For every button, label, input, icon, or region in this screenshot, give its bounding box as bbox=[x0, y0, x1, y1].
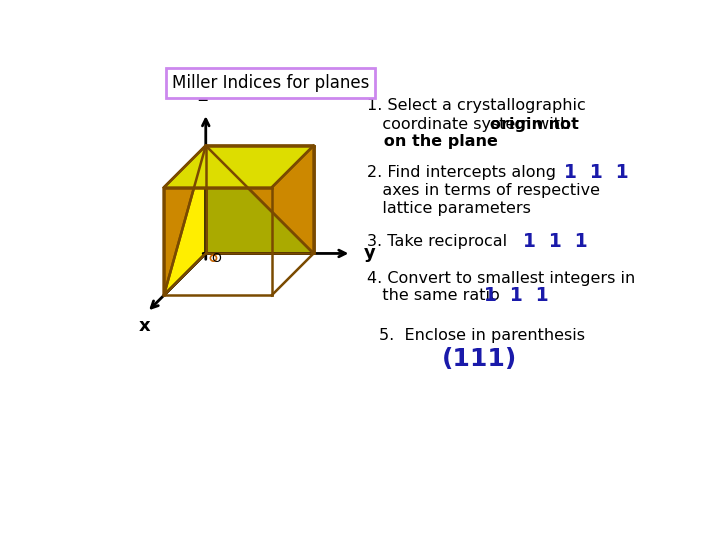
Text: origin not: origin not bbox=[490, 117, 579, 132]
Text: 4. Convert to smallest integers in: 4. Convert to smallest integers in bbox=[367, 271, 636, 286]
Text: (111): (111) bbox=[442, 347, 518, 371]
Text: 5.  Enclose in parenthesis: 5. Enclose in parenthesis bbox=[379, 328, 585, 343]
Text: Miller Indices for planes: Miller Indices for planes bbox=[172, 75, 369, 92]
Text: x: x bbox=[139, 318, 150, 335]
Polygon shape bbox=[164, 146, 206, 295]
Text: 1  1  1: 1 1 1 bbox=[523, 232, 588, 251]
Text: 3. Take reciprocal: 3. Take reciprocal bbox=[367, 234, 508, 248]
Text: O: O bbox=[211, 252, 221, 265]
Polygon shape bbox=[164, 146, 314, 187]
Text: 2. Find intercepts along: 2. Find intercepts along bbox=[367, 165, 557, 180]
Polygon shape bbox=[206, 146, 314, 253]
Text: coordinate system with: coordinate system with bbox=[367, 117, 576, 132]
Polygon shape bbox=[206, 146, 314, 253]
Text: y: y bbox=[364, 245, 375, 262]
Text: lattice parameters: lattice parameters bbox=[367, 200, 531, 215]
Text: on the plane: on the plane bbox=[367, 133, 498, 148]
Text: z: z bbox=[197, 87, 208, 105]
Text: the same ratio: the same ratio bbox=[367, 288, 500, 303]
Polygon shape bbox=[164, 146, 206, 295]
Text: axes in terms of respective: axes in terms of respective bbox=[367, 183, 600, 198]
Text: 1  1  1: 1 1 1 bbox=[485, 286, 549, 305]
Text: 1. Select a crystallographic: 1. Select a crystallographic bbox=[367, 98, 586, 113]
Text: 1  1  1: 1 1 1 bbox=[564, 163, 629, 182]
